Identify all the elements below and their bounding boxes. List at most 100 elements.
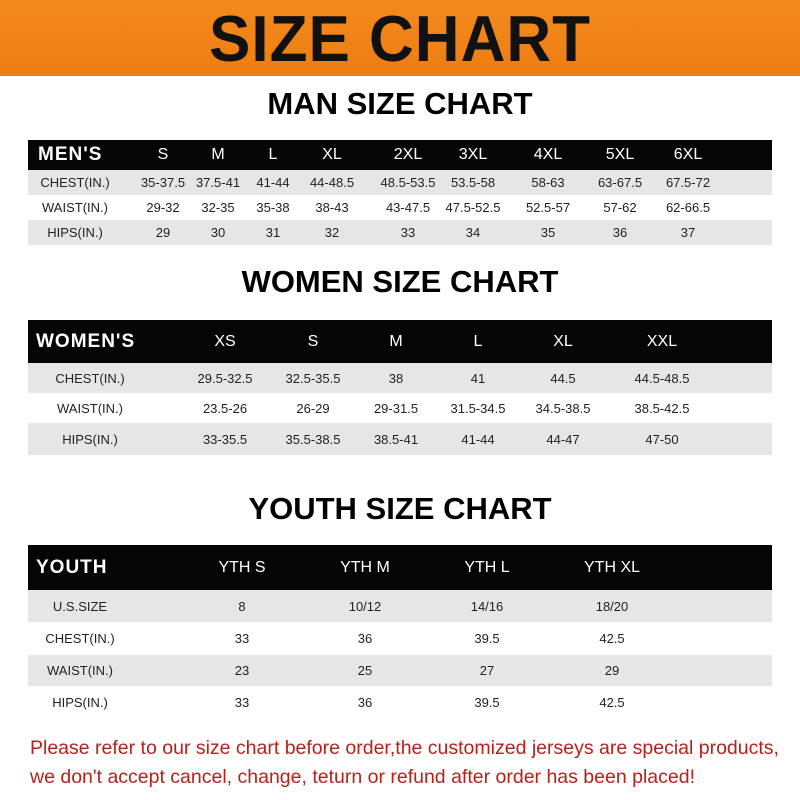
table-cell: 29.5-32.5: [197, 370, 253, 386]
table-cell: 8: [238, 598, 246, 614]
table-cell: 41-44: [256, 175, 290, 190]
table-row: U.S.SIZE 8 10/12 14/16 18/20: [28, 590, 772, 622]
size-header: YTH XL: [583, 558, 641, 576]
table-label: YOUTH: [36, 556, 108, 578]
table-cell: 34.5-38.5: [535, 400, 591, 416]
banner-title: SIZE CHART: [209, 3, 591, 76]
table-cell: 39.5: [474, 631, 500, 646]
row-label: U.S.SIZE: [52, 598, 108, 614]
table-cell: 36: [357, 694, 373, 710]
table-row: HIPS(IN.) 29 30 31 32 33 34 35 36 37: [28, 220, 772, 245]
table-cell: 30: [210, 225, 226, 240]
table-cell: 35-38: [256, 200, 290, 215]
men-title: MAN SIZE CHART: [267, 86, 533, 121]
header-row: WOMEN'S XS S M L XL XXL: [28, 320, 772, 363]
size-header: 5XL: [605, 146, 635, 163]
table-cell: 29-31.5: [373, 400, 419, 416]
table-cell: 39.5: [474, 694, 500, 710]
size-header: S: [307, 332, 319, 350]
size-header: XL: [553, 332, 573, 350]
table-cell: 18/20: [595, 598, 629, 614]
table-cell: 27: [479, 663, 495, 678]
table-cell: 48.5-53.5: [380, 175, 436, 190]
table-cell: 31.5-34.5: [450, 400, 506, 416]
row-label: HIPS(IN.): [47, 225, 103, 240]
order-notice: Please refer to our size chart before or…: [30, 734, 790, 792]
table-cell: 38.5-42.5: [634, 400, 690, 416]
table-cell: 42.5: [599, 631, 625, 646]
table-cell: 53.5-58: [450, 175, 496, 190]
table-cell: 47.5-52.5: [445, 200, 501, 215]
table-cell: 41-44: [461, 431, 495, 447]
table-cell: 36: [612, 225, 628, 240]
row-label: WAIST(IN.): [57, 400, 123, 416]
youth-size-table: YOUTH YTH S YTH M YTH L YTH XL U.S.SIZE 8 10/12…: [28, 545, 772, 718]
row-label: WAIST(IN.): [47, 663, 113, 678]
row-label: CHEST(IN.): [45, 631, 115, 646]
table-cell: 33-35.5: [202, 431, 248, 447]
table-cell: 57-62: [603, 200, 637, 215]
size-header: XXL: [646, 332, 678, 350]
table-cell: 29: [604, 663, 620, 678]
table-cell: 14/16: [470, 598, 504, 614]
table-cell: 63-67.5: [597, 175, 643, 190]
table-cell: 44.5-48.5: [634, 370, 690, 386]
size-header: M: [211, 146, 225, 163]
table-cell: 37.5-41: [195, 175, 241, 190]
row-label: CHEST(IN.): [40, 175, 110, 190]
row-label: CHEST(IN.): [55, 370, 125, 386]
table-cell: 41: [470, 370, 486, 386]
size-header: YTH M: [340, 558, 390, 576]
table-cell: 33: [234, 631, 250, 646]
size-header: 2XL: [393, 146, 423, 163]
header-row: YOUTH YTH S YTH M YTH L YTH XL: [28, 545, 772, 590]
table-cell: 62-66.5: [665, 200, 711, 215]
size-header: M: [389, 332, 403, 350]
size-header: 6XL: [673, 146, 703, 163]
table-cell: 33: [234, 694, 250, 710]
size-header: S: [157, 146, 169, 163]
youth-title: YOUTH SIZE CHART: [248, 491, 552, 526]
men-size-table: MEN'S S M L XL 2XL 3XL 4XL 5XL 6XL CHEST(IN.) 35-37…: [28, 140, 772, 245]
size-header: YTH S: [218, 558, 266, 576]
table-cell: 58-63: [531, 175, 565, 190]
table-row: WAIST(IN.) 23 25 27 29: [28, 655, 772, 686]
row-label: HIPS(IN.): [62, 431, 118, 447]
size-header: XL: [322, 146, 342, 163]
table-cell: 32: [324, 225, 340, 240]
size-header: 4XL: [533, 146, 563, 163]
table-cell: 29-32: [146, 200, 180, 215]
table-cell: 35: [540, 225, 556, 240]
table-cell: 43-47.5: [385, 200, 431, 215]
table-row: WAIST(IN.) 23.5-26 26-29 29-31.5 31.5-34.5 34…: [28, 393, 772, 423]
table-cell: 38: [388, 370, 404, 386]
table-row: HIPS(IN.) 33 36 39.5 42.5: [28, 686, 772, 718]
women-title: WOMEN SIZE CHART: [241, 264, 559, 299]
table-row: CHEST(IN.) 35-37.5 37.5-41 41-44 44-48.5 48.5…: [28, 170, 772, 195]
table-cell: 36: [357, 631, 373, 646]
table-cell: 44-47: [546, 431, 580, 447]
table-cell: 32.5-35.5: [285, 370, 341, 386]
table-cell: 47-50: [645, 431, 679, 447]
table-cell: 37: [680, 225, 696, 240]
table-cell: 10/12: [348, 598, 382, 614]
women-size-table: WOMEN'S XS S M L XL XXL CHEST(IN.) 29.5-32.5 32.5…: [28, 320, 772, 455]
size-header: XS: [214, 332, 236, 350]
table-cell: 35.5-38.5: [285, 431, 341, 447]
notice-line-2: we don't accept cancel, change, teturn o…: [30, 766, 695, 788]
table-cell: 23.5-26: [202, 400, 248, 416]
size-header: L: [473, 332, 483, 350]
table-cell: 34: [465, 225, 481, 240]
table-cell: 33: [400, 225, 416, 240]
size-header: YTH L: [464, 558, 510, 576]
table-row: CHEST(IN.) 33 36 39.5 42.5: [28, 622, 772, 655]
table-cell: 25: [357, 663, 373, 678]
table-row: WAIST(IN.) 29-32 32-35 35-38 38-43 43-47.5 47.…: [28, 195, 772, 220]
table-cell: 38.5-41: [373, 431, 419, 447]
table-cell: 67.5-72: [665, 175, 711, 190]
row-label: HIPS(IN.): [52, 694, 108, 710]
table-cell: 23: [234, 663, 250, 678]
header-row: MEN'S S M L XL 2XL 3XL 4XL 5XL 6XL: [28, 140, 772, 170]
table-cell: 38-43: [315, 200, 349, 215]
size-header: L: [268, 146, 278, 163]
